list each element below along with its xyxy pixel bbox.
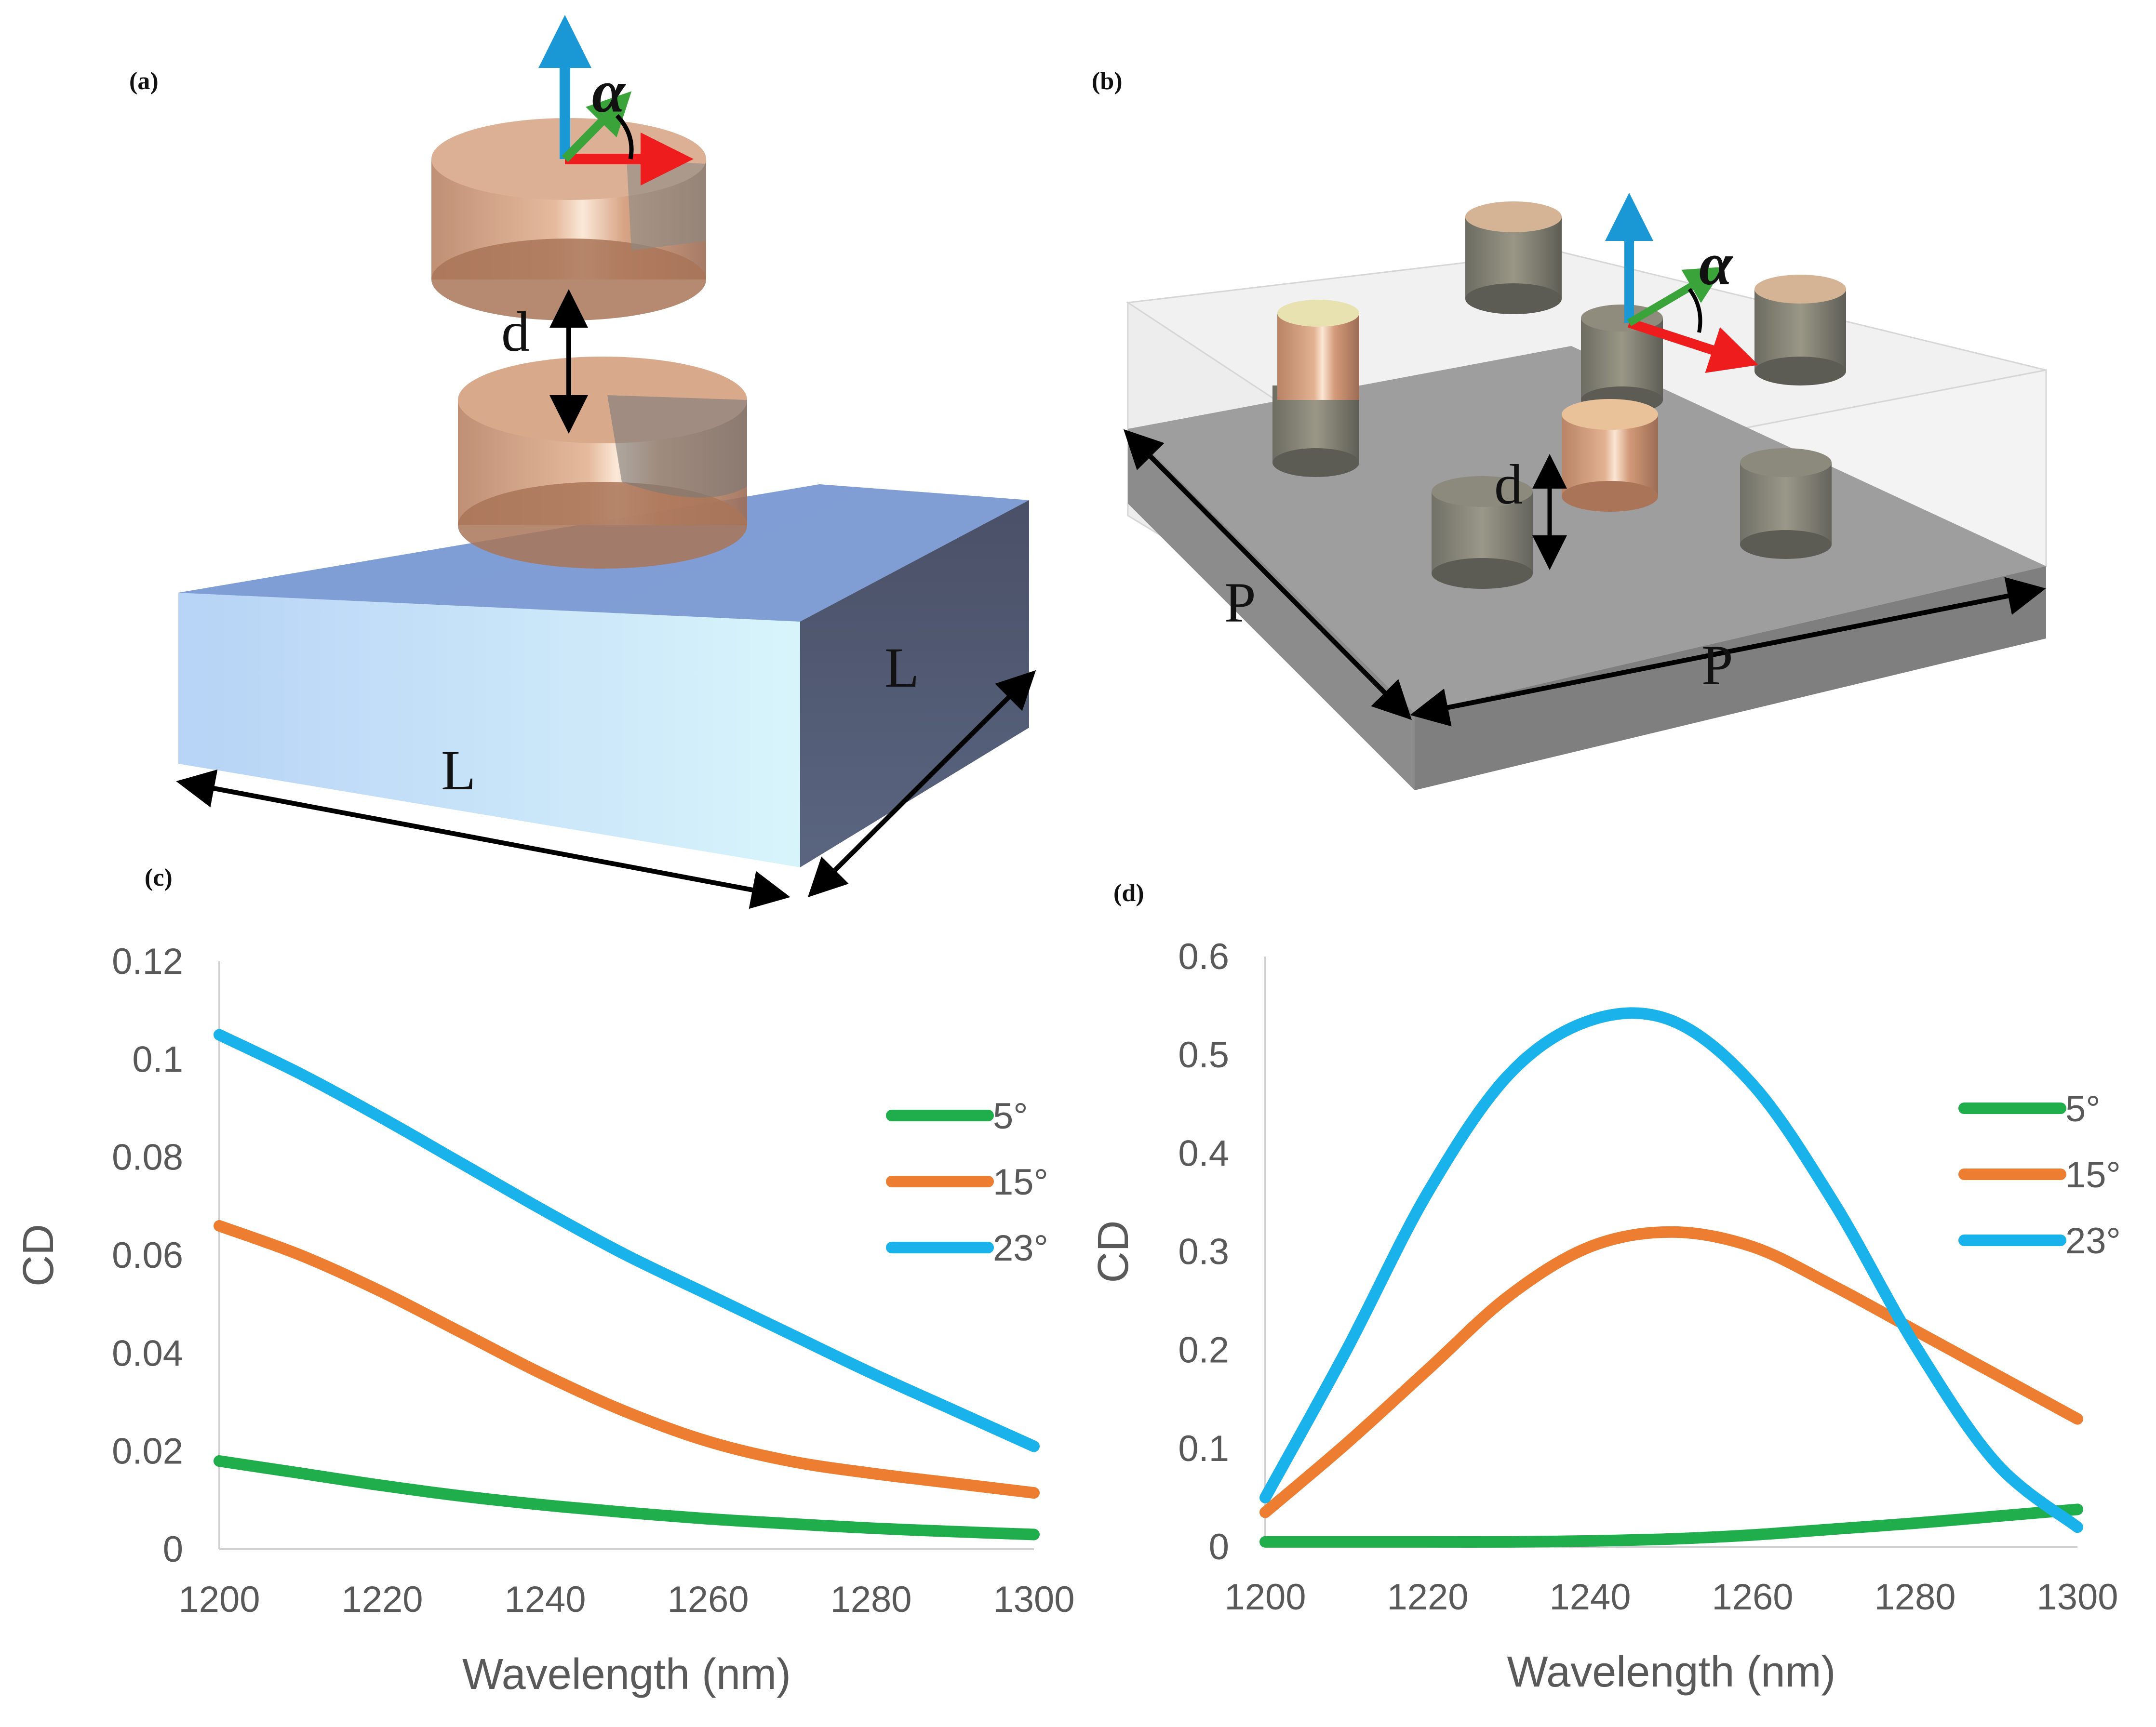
period-arrow-left [1123, 429, 1412, 720]
y-tick-label: 0.5 [1178, 1035, 1229, 1076]
length-arrow-front [176, 769, 790, 909]
legend-label-0: 5° [993, 1096, 1028, 1137]
panel-c-label: (c) [145, 864, 173, 891]
length-label-side: L [884, 636, 919, 699]
series-line-1 [1259, 1226, 2083, 1518]
series-line-2 [1259, 1007, 2083, 1533]
panel-b-label: (b) [1092, 67, 1123, 95]
period-arrow-right [1410, 577, 2046, 727]
angle-alpha-label-b: α [1699, 231, 1733, 298]
length-arrow-side [807, 670, 1036, 898]
period-label-left: P [1224, 571, 1256, 634]
x-tick-label: 1260 [1712, 1577, 1793, 1618]
x-tick-label: 1200 [178, 1579, 260, 1620]
x-tick-label: 1200 [1224, 1577, 1306, 1618]
panel-a-label: (a) [129, 67, 159, 95]
nanopillar-array [1272, 201, 1846, 589]
y-tick-label: 0.12 [112, 941, 183, 982]
x-axis-title: Wavelength (nm) [1507, 1648, 1836, 1696]
x-tick-label: 1280 [830, 1579, 911, 1620]
y-tick-label: 0.3 [1178, 1232, 1229, 1273]
y-tick-label: 0.06 [112, 1235, 183, 1276]
series-line-0 [214, 1455, 1040, 1541]
y-tick-label: 0.4 [1178, 1133, 1229, 1174]
panel-a: (a) α d L L [129, 15, 1036, 909]
y-tick-label: 0.04 [112, 1333, 183, 1374]
pillar-1 [1272, 300, 1359, 477]
x-axis-title: Wavelength (nm) [462, 1650, 791, 1699]
length-label-front: L [441, 739, 476, 802]
pillar-3 [1581, 305, 1663, 413]
panel-c: (c) 0 0.02 0.04 0.06 0.08 0.1 0.12 1200 1220 1240… [14, 864, 1075, 1699]
x-tick-label: 1220 [341, 1579, 423, 1620]
x-tick-label: 1240 [1549, 1577, 1631, 1618]
chart-d: 0 0.1 0.2 0.3 0.4 0.5 0.6 1200 1220 1240 1260 1280 1… [1089, 936, 2121, 1696]
gap-d-label-b: d [1494, 453, 1523, 516]
angle-alpha-label: α [592, 59, 626, 125]
y-tick-label: 0.2 [1178, 1330, 1229, 1371]
x-tick-label: 1300 [2036, 1577, 2118, 1618]
period-label-right: P [1701, 634, 1733, 697]
pillar-7 [1740, 448, 1832, 559]
series-line-1 [214, 1220, 1040, 1499]
y-tick-label: 0.02 [112, 1431, 183, 1472]
y-tick-label: 0 [163, 1529, 183, 1570]
y-tick-label: 0.1 [1178, 1428, 1229, 1469]
legend-label-0: 5° [2065, 1089, 2101, 1129]
y-tick-label: 0.08 [112, 1137, 183, 1178]
x-tick-label: 1220 [1387, 1577, 1468, 1618]
y-tick-label: 0.6 [1178, 936, 1229, 977]
legend-label-1: 15° [2065, 1155, 2121, 1196]
gap-d-label: d [501, 300, 530, 363]
lower-split-ring [458, 357, 747, 569]
y-tick-label: 0.1 [132, 1039, 183, 1080]
x-tick-label: 1300 [993, 1579, 1074, 1620]
panel-d: (d) 0 0.1 0.2 0.3 0.4 0.5 0.6 1200 1220 1240 1260 1… [1089, 879, 2121, 1696]
x-tick-label: 1280 [1874, 1577, 1955, 1618]
y-axis-title: CD [14, 1224, 63, 1287]
panel-d-label: (d) [1113, 879, 1144, 907]
legend-label-2: 23° [2065, 1221, 2121, 1262]
y-axis-title: CD [1089, 1221, 1138, 1283]
x-tick-label: 1240 [504, 1579, 586, 1620]
pillar-2 [1465, 201, 1562, 314]
pillar-5 [1562, 399, 1658, 512]
legend-label-2: 23° [993, 1228, 1048, 1269]
axes-icon-b: α [1605, 193, 1759, 373]
panel-b: (b) [1092, 67, 2047, 790]
axes-icon: α [538, 15, 694, 186]
series-line-0 [1259, 1503, 2083, 1548]
pillar-4 [1754, 275, 1846, 385]
legend-label-1: 15° [993, 1162, 1048, 1203]
x-tick-label: 1260 [667, 1579, 749, 1620]
y-tick-label: 0 [1209, 1527, 1229, 1568]
chart-c: 0 0.02 0.04 0.06 0.08 0.1 0.12 1200 1220 1240 1260… [14, 941, 1075, 1699]
series-line-2 [214, 1029, 1040, 1452]
